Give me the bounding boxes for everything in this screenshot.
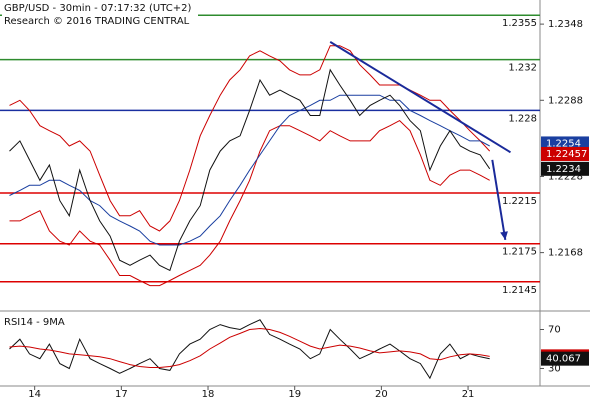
level-label: 1.232 [508,63,537,74]
y-tick-label: 1.2348 [548,19,583,30]
level-label: 1.2145 [502,285,537,296]
y-tick-label: 1.2168 [548,248,583,259]
price-box [541,136,589,151]
y-tick-label: 1.2288 [548,95,583,106]
last-value-label: 40.067 [546,354,581,365]
price-label: 1.2254 [546,138,581,149]
rsi-title: RSI14 - 9MA [4,317,65,328]
series-line [9,68,491,272]
x-tick-label: 14 [28,389,41,400]
y-tick-label: 30 [548,363,561,374]
arrow-head [500,231,508,240]
trend-line [329,41,512,154]
level-label: 1.228 [508,113,537,124]
x-tick-label: 17 [115,389,128,400]
level-label: 1.2175 [502,247,537,258]
y-tick-label: 1.2228 [548,171,583,182]
series-line [9,119,490,287]
x-tick-label: 19 [288,389,301,400]
x-tick-label: 18 [202,389,215,400]
level-label: 1.2215 [502,196,537,207]
chart-title: GBP/USD - 30min - 07:17:32 (UTC+2) [4,3,191,14]
chart-subtitle: Research © 2016 TRADING CENTRAL [4,16,190,27]
x-tick-label: 20 [375,389,388,400]
forecast-arrow [491,159,507,241]
last-value-box [541,351,589,366]
price-box [541,146,589,161]
level-label: 1.2355 [502,18,537,29]
y-tick-label: 70 [548,325,561,336]
series-line [9,319,490,380]
plot-layer: 1.2348 1.2288 1.2228 1.2168 1.2355 1.232 1.228… [0,14,589,400]
last-value-label: 1.2234 [546,164,581,175]
last-value-box [541,161,589,176]
price-label: 1.22457 [546,149,587,160]
x-tick-label: 21 [462,389,475,400]
series-line [9,327,490,368]
title-backdrop [2,1,198,28]
